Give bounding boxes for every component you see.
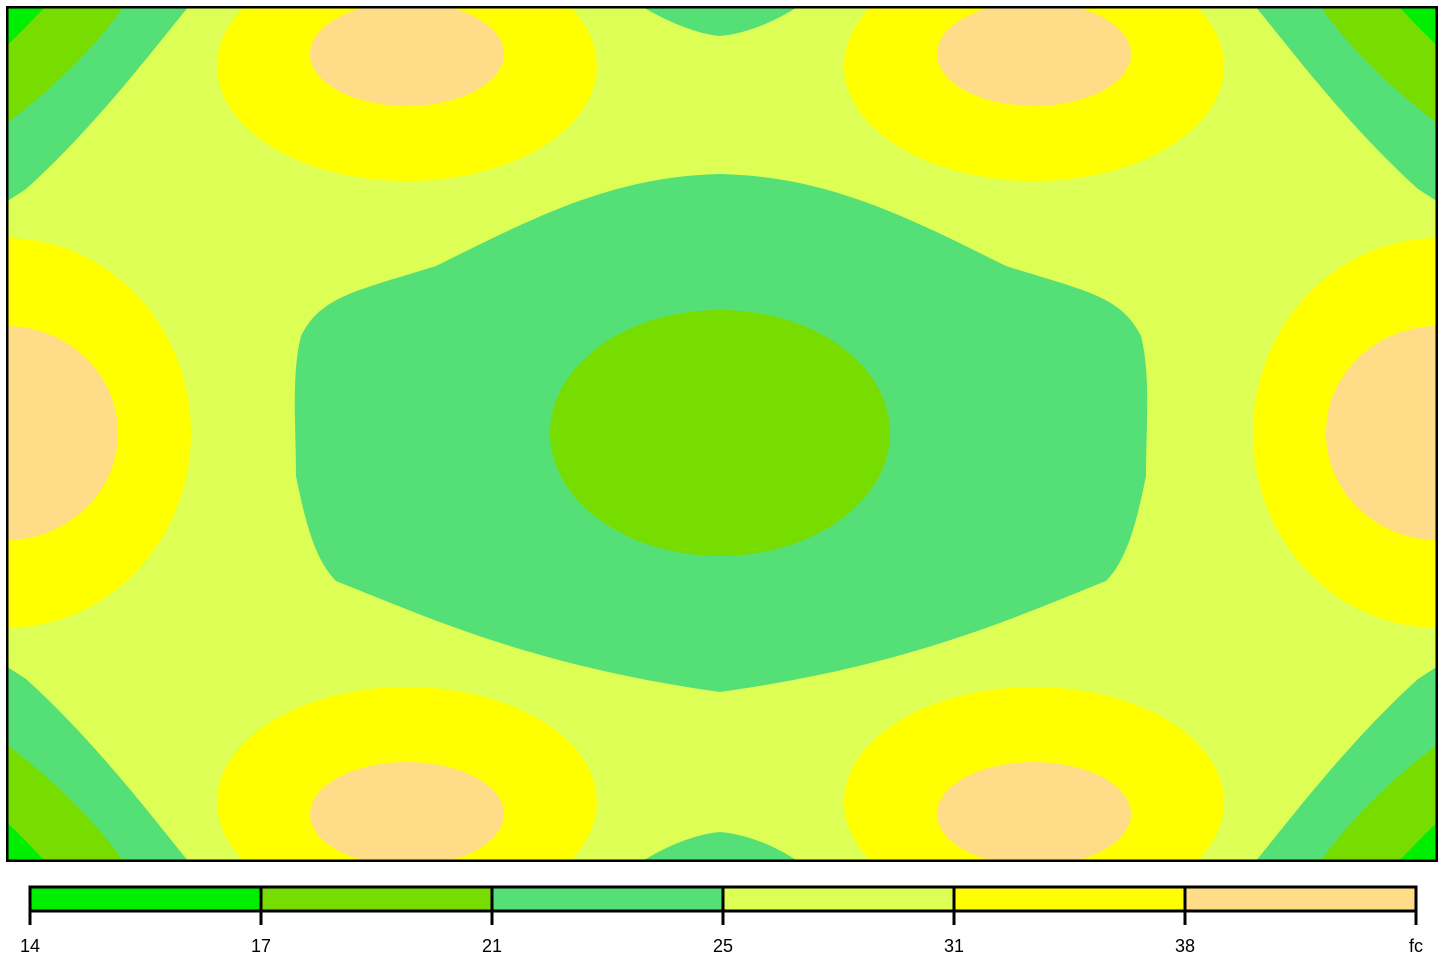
plot-border [6, 6, 1438, 862]
hotspot-inner-region [1326, 326, 1438, 540]
corner-contour-group [6, 6, 189, 202]
corner-contour-group [1255, 666, 1438, 862]
hotspot-inner-region [937, 6, 1131, 106]
corner-contour-region [6, 6, 46, 46]
edge-contour-region [641, 6, 799, 36]
hotspot-inner-region [937, 762, 1131, 862]
legend-tick-label: 21 [481, 936, 503, 956]
legend-tick-label: 25 [712, 936, 734, 956]
legend-band [723, 887, 954, 911]
corner-contour-region [6, 6, 124, 124]
corner-contour-region [6, 744, 124, 862]
legend-band [954, 887, 1185, 911]
contour-layer [6, 6, 1438, 862]
legend-tick-label: 17 [250, 936, 272, 956]
contour-plot [6, 6, 1438, 862]
corner-contour-group [6, 666, 189, 862]
hotspot-inner-region [6, 326, 118, 540]
legend-tick-label: 14 [19, 936, 41, 956]
corner-contour-region [1320, 744, 1438, 862]
corner-contour-region [1398, 822, 1438, 862]
edge-contour-region [641, 832, 799, 862]
hotspot-inner-region [310, 6, 504, 106]
legend-ticks [28, 887, 1418, 925]
hotspot-inner-region [310, 762, 504, 862]
corner-contour-group [1255, 6, 1438, 202]
legend-unit-label: fc [1408, 936, 1424, 956]
center-low-region [550, 310, 890, 556]
legend-tick-label: 31 [943, 936, 965, 956]
corner-contour-region [1320, 6, 1438, 124]
legend-band [492, 887, 723, 911]
legend-band [1185, 887, 1416, 911]
color-legend [28, 885, 1418, 925]
legend-band [261, 887, 492, 911]
corner-contour-region [6, 822, 46, 862]
legend-tick-label: 38 [1174, 936, 1196, 956]
corner-contour-region [1398, 6, 1438, 46]
legend-band [30, 887, 261, 911]
